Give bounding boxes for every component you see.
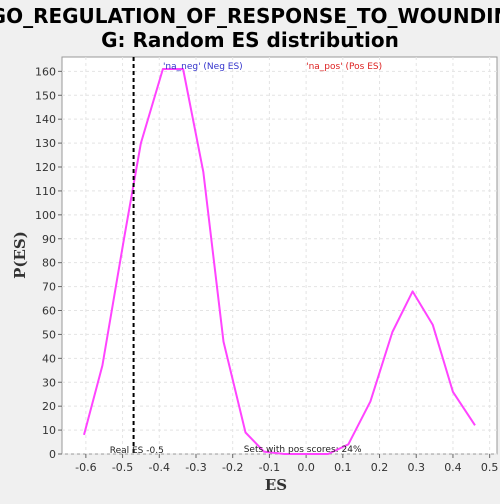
axis-ticks: -0.6 -0.5 -0.4 -0.3 -0.2 -0.1 0.0 0.1 0.2 0.3 0.4 0… <box>35 65 498 474</box>
x-tick-label: 0.3 <box>407 461 425 474</box>
x-tick-label: -0.1 <box>259 461 280 474</box>
x-tick-label: -0.5 <box>112 461 133 474</box>
y-tick-label: 50 <box>42 328 56 341</box>
x-tick-label: 0.4 <box>444 461 462 474</box>
x-tick-label: 0.2 <box>371 461 389 474</box>
y-tick-label: 160 <box>35 65 56 78</box>
legend-pos: 'na_pos' (Pos ES) <box>306 62 382 72</box>
grid <box>62 57 497 455</box>
chart-title-line1: GO_REGULATION_OF_RESPONSE_TO_WOUNDIN <box>0 4 500 28</box>
y-axis-label: P(ES) <box>11 231 29 279</box>
y-tick-label: 120 <box>35 161 56 174</box>
y-tick-label: 100 <box>35 209 56 222</box>
plot-area <box>61 56 498 455</box>
y-tick-label: 80 <box>42 257 56 270</box>
y-tick-label: 60 <box>42 305 56 318</box>
real-es-label: Real ES -0.5 <box>110 446 164 456</box>
x-tick-label: -0.3 <box>185 461 206 474</box>
y-tick-label: 40 <box>42 352 56 365</box>
y-tick-label: 110 <box>35 185 56 198</box>
es-series-line <box>83 68 476 455</box>
y-tick-label: 140 <box>35 113 56 126</box>
y-tick-label: 90 <box>42 233 56 246</box>
y-tick-label: 20 <box>42 400 56 413</box>
x-axis-label: ES <box>265 476 287 494</box>
y-tick-label: 70 <box>42 281 56 294</box>
x-tick-label: 0.1 <box>334 461 352 474</box>
y-tick-label: 30 <box>42 376 56 389</box>
pos-scores-annotation: Sets with pos scores: 24% <box>244 445 362 455</box>
y-tick-label: 10 <box>42 424 56 437</box>
y-tick-label: 0 <box>49 448 56 461</box>
x-tick-label: -0.6 <box>75 461 96 474</box>
legend-neg: 'na_neg' (Neg ES) <box>163 62 243 72</box>
x-tick-label: 0.0 <box>297 461 315 474</box>
x-tick-label: 0.5 <box>481 461 499 474</box>
series-layer <box>83 68 476 455</box>
chart-title-line2: G: Random ES distribution <box>101 28 399 52</box>
y-tick-label: 150 <box>35 89 56 102</box>
y-tick-label: 130 <box>35 137 56 150</box>
x-tick-label: -0.4 <box>149 461 170 474</box>
x-tick-label: -0.2 <box>222 461 243 474</box>
